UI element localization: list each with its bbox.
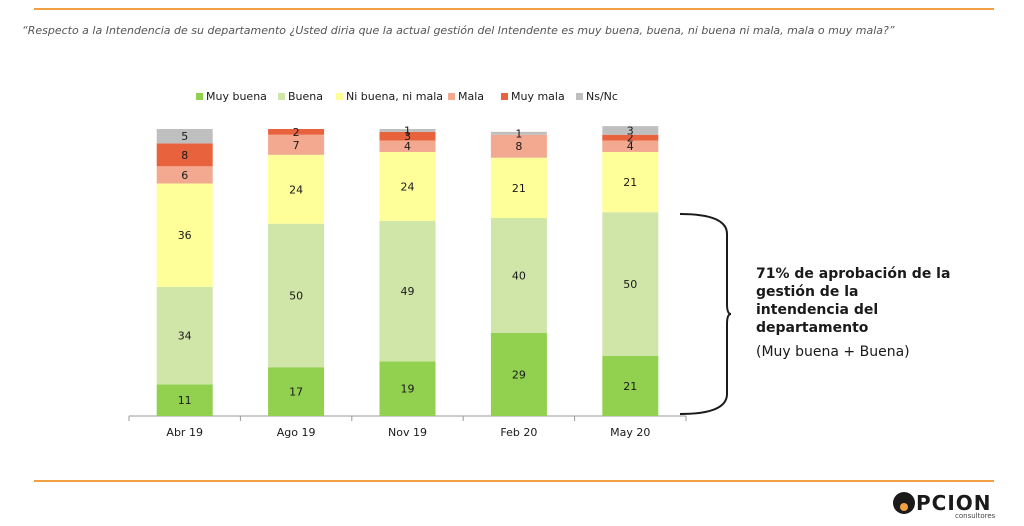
bottom-accent-rule (34, 480, 994, 482)
bar-segment-ns-nc (490, 131, 547, 135)
bar-segment-buena (156, 286, 213, 385)
data-label: 21 (623, 380, 637, 393)
logo-subtitle: consultores (955, 512, 996, 520)
data-label: 3 (627, 124, 634, 137)
data-label: 4 (627, 140, 634, 153)
bar-segment-ni-buena-ni-mala (490, 157, 547, 218)
legend-swatch (278, 93, 285, 100)
data-label: 21 (623, 176, 637, 189)
logo-wordmark: PCION (916, 491, 992, 515)
bar-segment-muy-mala (156, 143, 213, 167)
data-label: 1 (515, 127, 522, 140)
bar-segment-ni-buena-ni-mala (156, 183, 213, 287)
data-label: 21 (512, 182, 526, 195)
legend-label: Ns/Nc (586, 90, 618, 103)
bar-segment-muy-buena (268, 367, 325, 416)
bar-segment-muy-buena (490, 332, 547, 416)
data-label: 8 (181, 149, 188, 162)
legend-label: Ni buena, ni mala (346, 90, 443, 103)
data-label: 7 (293, 139, 300, 152)
data-label: 50 (623, 278, 637, 291)
bar-segment-ns-nc (379, 129, 436, 132)
bar-segment-buena (490, 217, 547, 333)
bar-segment-ni-buena-ni-mala (268, 154, 325, 224)
legend-swatch (336, 93, 343, 100)
data-label: 5 (181, 130, 188, 143)
x-tick-label: Nov 19 (388, 426, 427, 439)
legend-swatch (576, 93, 583, 100)
legend-label: Muy mala (511, 90, 565, 103)
legend-swatch (196, 93, 203, 100)
bar-segment-ns-nc (156, 129, 213, 144)
bar-segment-muy-buena (602, 355, 659, 416)
data-label: 29 (512, 368, 526, 381)
bar-segment-ni-buena-ni-mala (602, 151, 659, 213)
bar-segment-ns-nc (602, 126, 659, 135)
x-tick-label: Abr 19 (166, 426, 203, 439)
approval-annotation-subtitle: (Muy buena + Buena) (756, 344, 910, 360)
x-tick-label: Ago 19 (277, 426, 316, 439)
legend-label: Buena (288, 90, 323, 103)
data-label: 2 (293, 126, 300, 139)
logo-o-mark-icon (893, 492, 915, 514)
data-label: 2 (627, 132, 634, 145)
data-label: 11 (178, 394, 192, 407)
bar-segment-buena (268, 223, 325, 368)
bar-segment-muy-buena (379, 361, 436, 416)
survey-question: “Respecto a la Intendencia de su departa… (22, 24, 895, 37)
data-label: 6 (181, 169, 188, 182)
bar-segment-buena (379, 220, 436, 362)
data-label: 24 (401, 180, 415, 193)
data-label: 4 (404, 140, 411, 153)
bar-segment-muy-mala (268, 129, 325, 135)
x-tick-label: May 20 (610, 426, 650, 439)
bar-segment-mala (268, 134, 325, 155)
approval-annotation-title: 71% de aprobación de la gestión de la in… (756, 266, 951, 336)
bar-segment-mala (602, 140, 659, 152)
legend-label: Mala (458, 90, 484, 103)
data-label: 19 (401, 383, 415, 396)
approval-bracket (679, 213, 732, 415)
data-label: 8 (515, 140, 522, 153)
data-label: 1 (404, 124, 411, 137)
data-label: 49 (401, 285, 415, 298)
x-tick-label: Feb 20 (500, 426, 537, 439)
data-label: 17 (289, 386, 303, 399)
data-label: 40 (512, 269, 526, 282)
legend-label: Muy buena (206, 90, 267, 103)
opcion-logo: PCION consultores (893, 488, 1003, 520)
top-accent-rule (34, 8, 994, 10)
data-label: 50 (289, 289, 303, 302)
data-label: 34 (178, 330, 192, 343)
bar-segment-mala (156, 166, 213, 184)
legend-swatch (501, 93, 508, 100)
bar-segment-muy-mala (379, 131, 436, 141)
bar-segment-muy-buena (156, 384, 213, 416)
data-label: 36 (178, 229, 192, 242)
bar-segment-ni-buena-ni-mala (379, 151, 436, 221)
bar-segment-mala (490, 134, 547, 158)
bar-segment-buena (602, 212, 659, 356)
approval-annotation: 71% de aprobación de la gestión de la in… (756, 265, 956, 361)
bar-segment-mala (379, 140, 436, 152)
bar-segment-muy-mala (602, 134, 659, 141)
data-label: 24 (289, 183, 303, 196)
legend-swatch (448, 93, 455, 100)
data-label: 3 (404, 130, 411, 143)
